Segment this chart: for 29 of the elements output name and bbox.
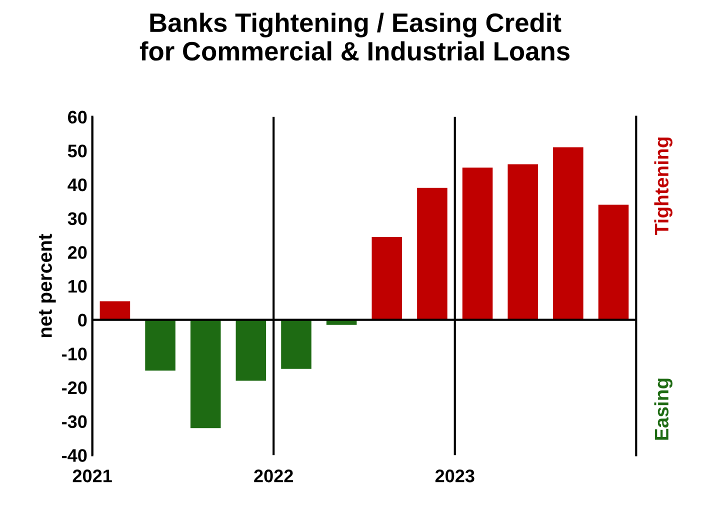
y-tick-label: -30 <box>62 415 87 428</box>
text: Easing <box>654 378 672 440</box>
bar <box>236 320 266 381</box>
bar <box>553 147 584 320</box>
bar <box>190 320 221 428</box>
y-tick-label: 50 <box>68 144 87 158</box>
y-tick-label: 40 <box>68 178 87 192</box>
y-axis-title: net percent <box>39 234 56 338</box>
bar <box>462 168 493 320</box>
y-tick-label: 30 <box>68 212 87 226</box>
y-tick-label: 10 <box>68 280 87 293</box>
text: Tightening <box>654 138 672 236</box>
y-tick-label: -10 <box>62 348 87 360</box>
x-tick-label: 2023 <box>435 470 474 482</box>
bar <box>417 188 448 320</box>
y-tick-label: -40 <box>62 449 87 462</box>
chart-title: Banks Tightening / Easing Credit for Commercial & Industrial Loans <box>140 12 570 61</box>
y-tick-label: -20 <box>62 381 87 394</box>
bar <box>508 164 538 320</box>
bar <box>281 320 312 369</box>
x-tick-label: 2021 <box>72 470 112 482</box>
bar <box>100 301 130 320</box>
x-tick-label: 2022 <box>254 470 293 482</box>
bar <box>145 320 176 371</box>
bar <box>372 236 402 320</box>
y-tick-label: 60 <box>68 110 87 124</box>
bar <box>598 204 629 320</box>
y-tick-label: 20 <box>68 246 87 259</box>
y-tick-label: 0 <box>78 314 87 327</box>
